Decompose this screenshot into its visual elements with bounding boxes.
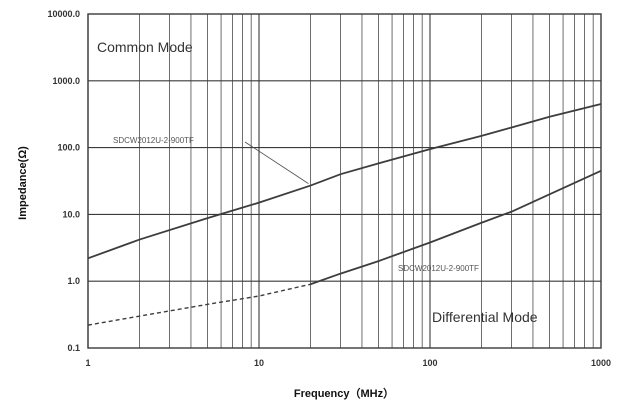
x-tick-label: 1 <box>85 358 90 368</box>
series-line-2-dashed <box>87 283 311 326</box>
series-2-label: SDCW2012U-2-900TF <box>398 264 479 273</box>
y-tick-label: 1.0 <box>67 276 80 286</box>
series-1-label: SDCW2012U-2-900TF <box>113 136 194 145</box>
series-line-2 <box>310 169 602 286</box>
region-label-differential-mode: Differential Mode <box>432 309 538 325</box>
x-axis-title: Frequency（MHz） <box>294 387 394 400</box>
y-axis-title: Impedance(Ω) <box>17 146 29 220</box>
series-layer <box>87 103 602 326</box>
y-tick-label: 10.0 <box>62 209 80 219</box>
plot-frame <box>87 13 602 349</box>
x-tick-label: 1000 <box>591 358 611 368</box>
x-tick-label: 100 <box>422 358 437 368</box>
grid-layer <box>87 13 601 349</box>
y-tick-label: 100.0 <box>57 143 80 153</box>
y-tick-label: 1000.0 <box>52 76 80 86</box>
y-tick-label: 0.1 <box>67 343 80 353</box>
series-line-1 <box>87 103 602 260</box>
label-layer: 1 10 100 1000 0.1 1.0 10.0 100.0 1000.0 10000.0 SD… <box>47 9 611 368</box>
series-1-leader-line <box>244 141 309 184</box>
x-tick-label: 10 <box>254 358 264 368</box>
region-label-common-mode: Common Mode <box>97 39 193 55</box>
y-tick-label: 10000.0 <box>47 9 80 19</box>
